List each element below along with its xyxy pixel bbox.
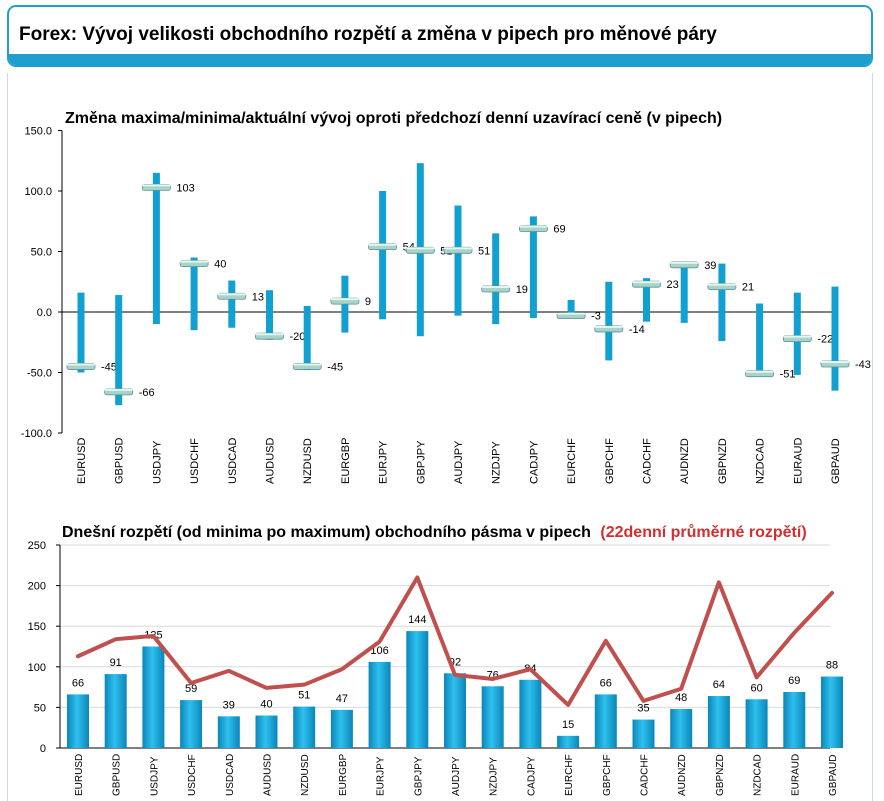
chart1-range-bar [831,286,839,391]
chart1-marker-highlight [707,283,736,286]
chart1-range-bar [454,205,462,316]
chart1-x-tick-label: AUDUSD [265,437,277,484]
chart1-range-bar [643,278,650,322]
chart1-value-label: 40 [214,259,226,271]
chart1-range-bar [228,280,236,328]
chart1-x-tick-label: EURUSD [76,437,88,484]
chart1-y-tick-label: 0.0 [37,307,52,319]
chart1-range-bar [266,290,273,340]
chart1-range-bar [605,281,613,361]
page-header: Forex: Vývoj velikosti obchodního rozpět… [7,5,873,67]
chart1-range-bar [115,295,123,406]
chart1-value-label: -22 [817,334,833,346]
chart1-range-bar [152,172,160,325]
chart1-x-tick-label: GBPJPY [415,440,427,484]
chart1-y-tick-label: 50.0 [31,247,52,259]
chart1-marker-highlight [632,281,661,284]
chart1-x-tick-label: EURGBP [340,438,352,484]
chart1-marker-highlight [330,298,359,301]
chart1-x-tick-label: AUDJPY [453,440,465,484]
chart1-marker-highlight [821,361,849,364]
chart1-marker-highlight [783,335,812,338]
chart1-range-bar [77,292,85,373]
chart1-range-bar [190,257,198,331]
chart1-y-tick-label: -50.0 [27,368,52,380]
chart1-marker-highlight [368,243,397,246]
chart1-x-tick-label: GBPAUD [830,438,842,484]
chart1-x-tick-label: GBPCHF [604,438,616,484]
chart1-value-label: -14 [629,324,645,336]
chart1-range-bar [529,216,537,319]
chart1-range-bar [492,233,500,325]
chart1-x-tick-label: GBPNZD [717,438,729,484]
chart1-x-tick-label: NZDJPY [491,441,503,484]
chart1-x-tick-label: EURJPY [378,440,390,484]
chart1-value-label: -66 [139,387,155,399]
chart1-marker-highlight [180,260,209,263]
chart1-x-tick-label: USDJPY [151,440,163,484]
chart1-marker-highlight [255,333,284,336]
chart1-value-label: 19 [516,284,528,296]
chart1-y-tick-label: -100.0 [21,428,52,440]
chart1-value-label: 103 [176,182,194,194]
chart1-marker-highlight [406,247,435,250]
chart1-y-tick-label: 150.0 [24,126,52,138]
chart1-range-bar [379,191,387,320]
chart1-title: Změna maxima/minima/aktuální vývoj oprot… [65,110,722,127]
chart1-marker-highlight [519,225,548,228]
chart1-value-label: 51 [478,245,490,257]
chart1-x-tick-label: NZDUSD [302,438,314,484]
chart1-value-label: -20 [290,331,306,343]
chart1-marker-highlight [594,325,623,328]
chart1-value-label: -3 [591,311,601,323]
chart1-x-tick-label: GBPUSD [114,437,126,484]
chart1-value-label: 9 [365,296,371,308]
chart1-marker-highlight [217,293,246,296]
chart1-range-bar [680,263,688,323]
chart1-value-label: 39 [704,260,716,272]
chart1-value-label: 13 [252,291,264,303]
chart1-marker-highlight [670,261,699,264]
page-title: Forex: Vývoj velikosti obchodního rozpět… [19,24,717,45]
chart1-x-tick-label: CADCHF [642,438,654,484]
chart1-value-label: 21 [742,282,754,294]
chart1-marker-highlight [444,247,472,250]
chart1-range-bar [793,292,801,375]
header-band [9,54,871,65]
chart1-marker-highlight [557,312,586,315]
chart1-x-tick-label: CADJPY [528,440,540,484]
chart1-value-label: -51 [780,369,796,381]
chart1-x-tick-label: AUDNZD [679,438,691,484]
chart1-range-bar [718,263,726,342]
chart1-range-bar [303,305,311,371]
chart1-value-label: 23 [667,279,679,291]
chart1-range-bar [567,299,575,315]
chart1-y-tick-label: 100.0 [24,186,52,198]
chart1-value-label: -45 [101,361,117,373]
chart1-marker-highlight [293,363,322,366]
chart1-x-tick-label: NZDCAD [755,438,767,484]
chart1-marker-highlight [67,363,95,366]
chart1-marker-highlight [481,286,510,289]
chart1-value-label: 69 [553,224,565,236]
chart1-value-label: -45 [327,361,343,373]
chart1-range-bar [756,303,764,377]
chart1-marker-highlight [142,184,171,187]
chart1-value-label: -43 [855,359,871,371]
chart1-x-tick-label: USDCAD [227,437,239,484]
chart1-x-tick-label: EURAUD [792,437,804,484]
chart1-marker-highlight [104,388,133,391]
chart1-marker-highlight [745,370,774,373]
chart1-x-tick-label: USDCHF [189,438,201,484]
chart-panel [7,73,873,801]
chart1-x-tick-label: EURCHF [566,438,578,484]
